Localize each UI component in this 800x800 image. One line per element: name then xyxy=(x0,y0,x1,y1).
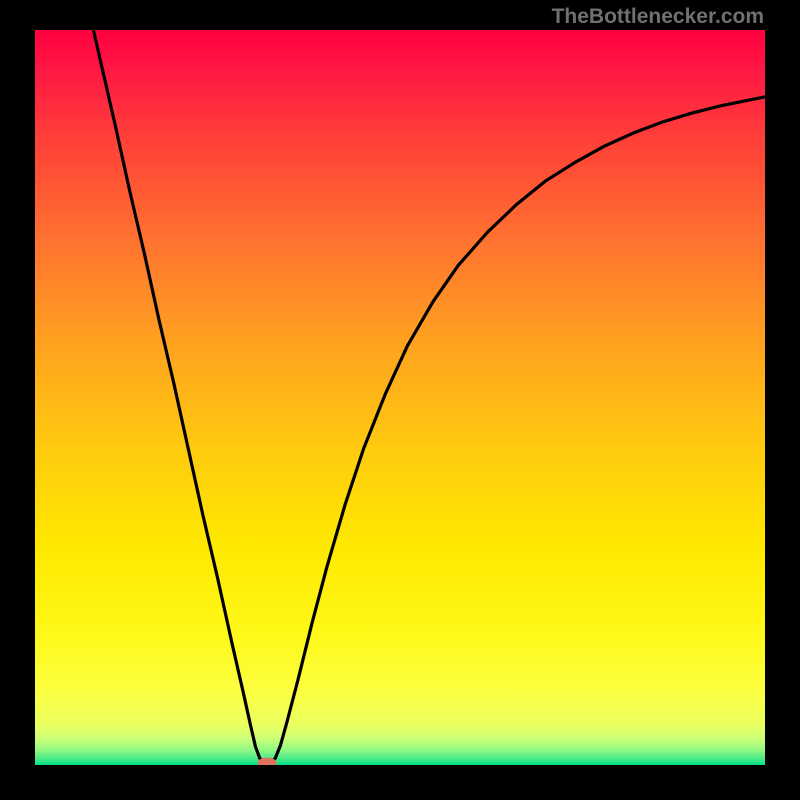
bottleneck-curve xyxy=(35,30,765,765)
plot-area xyxy=(35,30,765,765)
watermark-text: TheBottlenecker.com xyxy=(552,5,764,29)
chart-container: TheBottlenecker.com xyxy=(0,0,800,800)
